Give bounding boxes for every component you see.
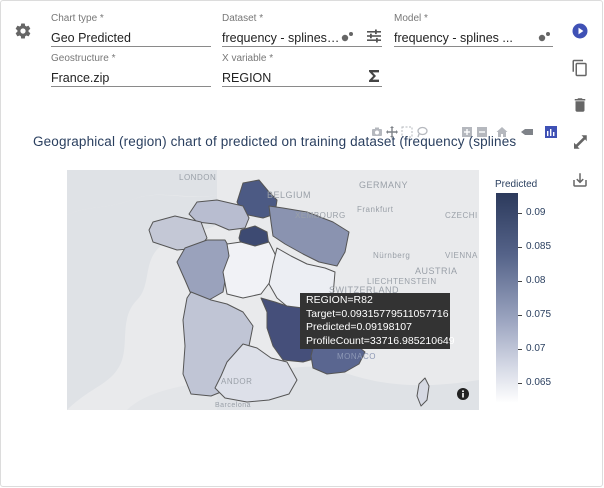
trash-icon[interactable] (571, 96, 589, 114)
chart-type-value: Geo Predicted (51, 31, 131, 45)
geostructure-label: Geostructure * (51, 53, 116, 64)
tooltip-predicted: Predicted=0.09198107 (306, 321, 412, 333)
x-variable-select[interactable]: X variable * REGION (222, 53, 382, 87)
colorbar-tick (518, 382, 522, 384)
hover-tooltip: REGION=R82 Target=0.09315779511057716 Pr… (300, 293, 455, 349)
geostructure-select[interactable]: Geostructure * France.zip (51, 53, 211, 87)
dataset-dots-icon[interactable] (340, 28, 356, 44)
map-label-liechtenstein: LIECHTENSTEIN (367, 277, 437, 286)
geostructure-value: France.zip (51, 71, 110, 85)
map-label-monaco: MONACO (337, 352, 376, 361)
sigma-icon[interactable] (366, 68, 382, 84)
download-icon[interactable] (571, 171, 589, 189)
map-label-andorra: ANDOR (221, 377, 253, 386)
colorbar-tick-label: 0.085 (526, 241, 552, 253)
chart-title: Geographical (region) chart of predicted… (33, 134, 517, 149)
model-select[interactable]: Model * frequency - splines ... (394, 13, 553, 47)
x-variable-label: X variable * (222, 53, 274, 64)
colorbar-tick-label: 0.09 (526, 207, 546, 219)
map-label-germany: GERMANY (359, 180, 409, 190)
expand-icon[interactable] (571, 133, 589, 151)
tune-icon[interactable] (366, 28, 382, 44)
reset-view-icon[interactable] (496, 125, 508, 137)
colorbar (496, 193, 518, 403)
plotly-logo-icon[interactable] (545, 125, 557, 138)
choropleth-map[interactable]: LONDON BELGIUM GERMANY XEMBOURG Frankfur… (67, 170, 479, 410)
x-variable-value: REGION (222, 71, 272, 85)
chart-type-label: Chart type * (51, 13, 104, 24)
colorbar-tick (518, 281, 522, 283)
dataset-select[interactable]: Dataset * frequency - splines ... (222, 13, 382, 47)
colorbar-tick-label: 0.065 (526, 376, 552, 388)
map-label-london: LONDON (179, 173, 217, 182)
map-label-luxembourg: XEMBOURG (295, 211, 346, 220)
map-label-austria: AUSTRIA (415, 266, 458, 276)
map-label-vienna: VIENNA (445, 251, 478, 260)
colorbar-tick (518, 314, 522, 316)
colorbar-tick-label: 0.075 (526, 308, 552, 320)
tooltip-target: Target=0.09315779511057716 (306, 307, 449, 320)
map-svg (67, 170, 479, 410)
colorbar-tick (518, 348, 522, 350)
map-label-frankfurt: Frankfurt (357, 205, 394, 214)
copy-icon[interactable] (571, 59, 589, 77)
colorbar-tick-label: 0.07 (526, 342, 546, 354)
play-circle-icon[interactable] (571, 22, 589, 40)
model-value: frequency - splines ... (394, 31, 513, 45)
tooltip-region: REGION=R82 (306, 294, 373, 306)
zoom-in-icon[interactable] (461, 125, 473, 137)
map-label-switzerland: SWITZERLAND (329, 285, 400, 295)
zoom-out-icon[interactable] (476, 125, 488, 137)
map-label-czech: CZECHI (445, 211, 478, 220)
model-label: Model * (394, 13, 428, 24)
map-label-nurnberg: Nürnberg (373, 251, 411, 260)
map-label-belgium: BELGIUM (267, 190, 312, 200)
pan-icon[interactable] (386, 125, 398, 138)
colorbar-tick (518, 213, 522, 215)
lasso-icon[interactable] (416, 125, 428, 138)
dataset-label: Dataset * (222, 13, 264, 24)
camera-icon[interactable] (371, 125, 383, 137)
dataset-value: frequency - splines ... (222, 31, 340, 45)
box-select-icon[interactable] (401, 125, 413, 138)
chart-type-select[interactable]: Chart type * Geo Predicted (51, 13, 211, 47)
colorbar-title: Predicted (495, 179, 538, 190)
hover-compare-icon[interactable] (521, 125, 533, 137)
model-dots-icon[interactable] (537, 28, 553, 44)
colorbar-tick-label: 0.08 (526, 275, 546, 287)
info-icon[interactable] (457, 388, 469, 400)
map-label-barcelona: Barcelona (215, 402, 252, 409)
gear-icon[interactable] (14, 22, 32, 40)
tooltip-profile-count: ProfileCount=33716.985210649 (306, 334, 455, 347)
france-regions (148, 179, 430, 407)
colorbar-tick (518, 247, 522, 249)
